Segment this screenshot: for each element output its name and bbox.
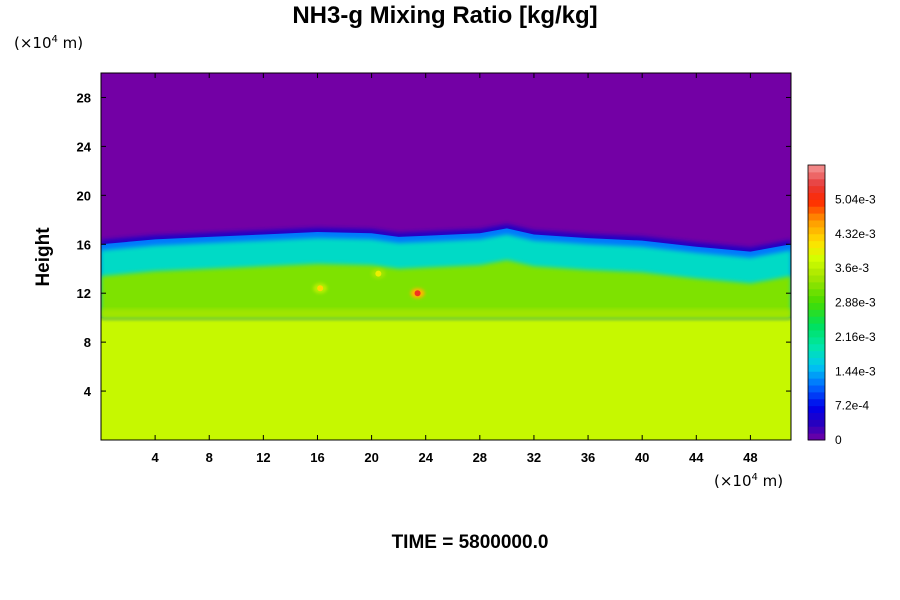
colorbar-tick-label: 3.6e-3 [835, 261, 869, 275]
y-tick-label: 8 [84, 335, 91, 350]
colorbar-tick-label: 2.88e-3 [835, 296, 876, 310]
colorbar-level [808, 302, 825, 310]
colorbar-level [808, 275, 825, 283]
colorbar-frame [807, 164, 826, 441]
y-tick-label: 4 [84, 384, 92, 399]
colorbar-level [808, 199, 825, 207]
x-tick-label: 20 [364, 450, 378, 465]
colorbar-level [808, 261, 825, 269]
mixed-layer-lower [101, 260, 791, 318]
y-axis-unit: (×104 m) [14, 34, 83, 52]
colorbar-level [808, 343, 825, 352]
hotspot [375, 270, 382, 277]
colorbar-level [808, 268, 825, 276]
x-tick-label: 12 [256, 450, 270, 465]
colorbar-level [808, 323, 825, 331]
colorbar-level [808, 350, 825, 358]
colorbar-level [808, 178, 825, 187]
y-unit-suffix: m) [57, 34, 84, 52]
x-tick-label: 36 [581, 450, 595, 465]
y-unit-prefix: (×10 [14, 34, 52, 52]
colorbar-tick-label: 1.44e-3 [835, 364, 876, 378]
colorbar-level [808, 330, 825, 338]
y-tick-label: 28 [77, 90, 91, 105]
x-unit-suffix: m) [757, 472, 784, 490]
x-unit-prefix: (×10 [714, 472, 752, 490]
y-tick-label: 20 [77, 188, 91, 203]
colorbar-level [808, 254, 825, 262]
colorbar-level [808, 419, 825, 427]
hotspot [414, 290, 421, 297]
time-label: TIME = 5800000.0 [391, 532, 549, 553]
colorbar-level [808, 233, 825, 242]
colorbar-level [808, 433, 825, 441]
colorbar-level [808, 288, 825, 297]
x-axis: 4 8 12 16 20 24 28 32 36 40 44 48 [152, 73, 758, 465]
colorbar-tick-label: 5.04e-3 [835, 192, 876, 206]
x-unit-exponent: 4 [751, 472, 758, 483]
y-tick-label: 12 [77, 286, 91, 301]
colorbar-level [808, 371, 825, 379]
y-axis: 4 8 12 16 20 24 28 [77, 90, 791, 399]
colorbar-level [808, 192, 825, 200]
x-tick-label: 44 [689, 450, 704, 465]
colorbar-level [808, 165, 825, 173]
colorbar-level [808, 226, 825, 235]
x-tick-label: 24 [418, 450, 433, 465]
colorbar-level [808, 295, 825, 303]
heatmap-plot-area [101, 73, 791, 440]
colorbar-level [808, 364, 825, 372]
colorbar-level [808, 426, 825, 434]
colorbar-level [808, 220, 825, 228]
colorbar: 0 7.2e-4 1.44e-3 2.16e-3 2.88e-3 3.6e-3 4.32e-… [807, 164, 876, 447]
hotspot [317, 285, 324, 292]
colorbar-level [808, 378, 825, 386]
x-tick-label: 48 [743, 450, 757, 465]
y-unit-exponent: 4 [51, 34, 58, 45]
mixed-layer-transition [101, 309, 791, 319]
colorbar-level [808, 398, 825, 407]
x-tick-label: 8 [206, 450, 213, 465]
colorbar-tick-label: 0 [835, 433, 842, 447]
colorbar-level [808, 247, 825, 255]
x-tick-label: 32 [527, 450, 541, 465]
colorbar-tick-label: 2.16e-3 [835, 330, 876, 344]
x-axis-unit: (×104 m) [714, 472, 783, 490]
x-tick-label: 16 [310, 450, 324, 465]
colorbar-level [808, 385, 825, 393]
x-tick-label: 4 [152, 450, 160, 465]
colorbar-level [808, 171, 825, 180]
colorbar-level [808, 213, 825, 221]
lower-layer-region [101, 317, 791, 440]
colorbar-tick-label: 7.2e-4 [835, 399, 869, 413]
colorbar-level [808, 412, 825, 420]
colorbar-level [808, 336, 825, 345]
x-tick-label: 28 [473, 450, 487, 465]
plot-frame [100, 72, 792, 441]
y-tick-label: 16 [77, 237, 91, 252]
colorbar-level [808, 391, 825, 400]
colorbar-level [808, 316, 825, 324]
chart-title: NH3-g Mixing Ratio [kg/kg] [292, 2, 598, 29]
colorbar-level [808, 240, 825, 248]
y-tick-label: 24 [77, 139, 92, 154]
x-tick-label: 40 [635, 450, 649, 465]
colorbar-level [808, 309, 825, 317]
colorbar-tick-label: 4.32e-3 [835, 227, 876, 241]
colorbar-level [808, 185, 825, 193]
colorbar-level [808, 281, 825, 290]
colorbar-level [808, 206, 825, 214]
y-axis-label: Height [33, 227, 54, 287]
colorbar-level [808, 357, 825, 365]
colorbar-level [808, 405, 825, 413]
